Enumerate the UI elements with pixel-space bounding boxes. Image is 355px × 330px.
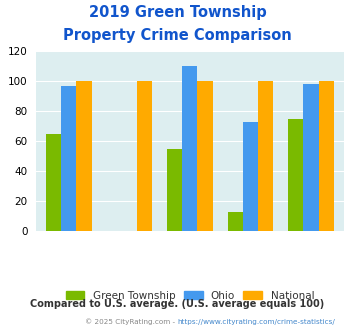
Text: Compared to U.S. average. (U.S. average equals 100): Compared to U.S. average. (U.S. average …: [31, 299, 324, 309]
Bar: [76, 81, 92, 231]
Bar: [182, 66, 197, 231]
Bar: [46, 134, 61, 231]
Bar: [167, 148, 182, 231]
Bar: [288, 118, 304, 231]
Text: Property Crime Comparison: Property Crime Comparison: [63, 28, 292, 43]
Text: https://www.cityrating.com/crime-statistics/: https://www.cityrating.com/crime-statist…: [178, 319, 335, 325]
Bar: [243, 121, 258, 231]
Text: 2019 Green Township: 2019 Green Township: [89, 5, 266, 20]
Bar: [258, 81, 273, 231]
Text: © 2025 CityRating.com -: © 2025 CityRating.com -: [85, 318, 178, 325]
Bar: [304, 84, 319, 231]
Bar: [228, 212, 243, 231]
Bar: [61, 85, 76, 231]
Bar: [319, 81, 334, 231]
Bar: [137, 81, 152, 231]
Legend: Green Township, Ohio, National: Green Township, Ohio, National: [61, 286, 318, 305]
Bar: [197, 81, 213, 231]
